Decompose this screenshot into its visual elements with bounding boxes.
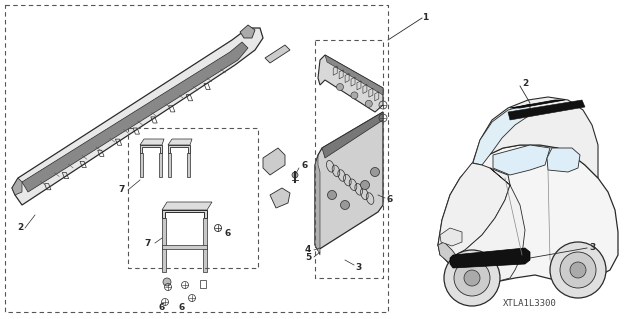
Polygon shape bbox=[265, 45, 290, 63]
Text: 6: 6 bbox=[159, 303, 165, 313]
Text: 3: 3 bbox=[355, 263, 361, 271]
Text: 5: 5 bbox=[305, 254, 311, 263]
Polygon shape bbox=[438, 145, 618, 282]
Text: 6: 6 bbox=[179, 303, 185, 313]
Circle shape bbox=[560, 252, 596, 288]
Text: 6: 6 bbox=[387, 196, 393, 204]
Polygon shape bbox=[22, 42, 248, 192]
Text: XTLA1L3300: XTLA1L3300 bbox=[503, 299, 557, 308]
Text: 7: 7 bbox=[145, 239, 151, 248]
Text: 1: 1 bbox=[422, 13, 428, 23]
Polygon shape bbox=[162, 202, 212, 210]
Polygon shape bbox=[315, 155, 320, 255]
Polygon shape bbox=[472, 97, 598, 178]
Polygon shape bbox=[12, 178, 22, 195]
Circle shape bbox=[360, 181, 369, 189]
Text: 6: 6 bbox=[302, 160, 308, 169]
Circle shape bbox=[163, 278, 171, 286]
Circle shape bbox=[365, 100, 372, 107]
Polygon shape bbox=[444, 168, 525, 282]
Polygon shape bbox=[547, 148, 580, 172]
Polygon shape bbox=[140, 139, 164, 145]
Polygon shape bbox=[508, 100, 585, 120]
Polygon shape bbox=[168, 139, 192, 145]
Polygon shape bbox=[270, 188, 290, 208]
Polygon shape bbox=[438, 242, 458, 265]
Text: 2: 2 bbox=[17, 224, 23, 233]
Polygon shape bbox=[450, 248, 530, 268]
Circle shape bbox=[570, 262, 586, 278]
Polygon shape bbox=[12, 28, 263, 205]
Text: 6: 6 bbox=[225, 228, 231, 238]
Polygon shape bbox=[315, 112, 383, 250]
Circle shape bbox=[292, 172, 298, 178]
Circle shape bbox=[444, 250, 500, 306]
Polygon shape bbox=[140, 153, 143, 177]
Circle shape bbox=[351, 92, 358, 99]
Polygon shape bbox=[240, 25, 255, 38]
Circle shape bbox=[328, 190, 337, 199]
Polygon shape bbox=[510, 100, 565, 108]
Polygon shape bbox=[168, 145, 190, 153]
Polygon shape bbox=[473, 104, 530, 165]
Circle shape bbox=[550, 242, 606, 298]
Polygon shape bbox=[493, 145, 550, 175]
Polygon shape bbox=[162, 210, 207, 218]
Circle shape bbox=[340, 201, 349, 210]
Text: 4: 4 bbox=[305, 246, 311, 255]
Polygon shape bbox=[322, 112, 383, 158]
Text: 3: 3 bbox=[589, 243, 595, 253]
Polygon shape bbox=[162, 245, 207, 249]
Polygon shape bbox=[162, 218, 166, 272]
Polygon shape bbox=[263, 148, 285, 175]
Polygon shape bbox=[318, 55, 383, 112]
Polygon shape bbox=[159, 153, 162, 177]
Circle shape bbox=[464, 270, 480, 286]
Circle shape bbox=[454, 260, 490, 296]
Polygon shape bbox=[203, 218, 207, 272]
Polygon shape bbox=[187, 153, 190, 177]
Polygon shape bbox=[325, 55, 383, 95]
Circle shape bbox=[337, 84, 344, 91]
Circle shape bbox=[371, 167, 380, 176]
Polygon shape bbox=[168, 153, 171, 177]
Text: 2: 2 bbox=[522, 78, 528, 87]
Polygon shape bbox=[140, 145, 162, 153]
Text: 7: 7 bbox=[119, 186, 125, 195]
Polygon shape bbox=[440, 228, 462, 246]
Polygon shape bbox=[438, 163, 510, 258]
